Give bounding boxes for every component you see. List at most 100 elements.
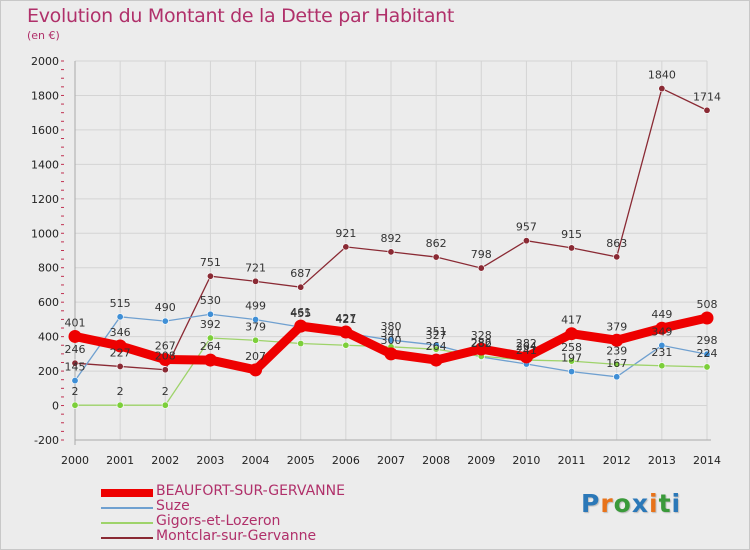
data-point — [568, 244, 576, 252]
data-label: 449 — [651, 308, 672, 321]
data-label: 515 — [110, 297, 131, 310]
data-label: 392 — [200, 318, 221, 331]
data-label: 1840 — [648, 69, 676, 82]
data-point — [71, 401, 79, 409]
y-tick-label: 1600 — [31, 124, 59, 137]
data-label: 351 — [426, 325, 447, 338]
data-point — [477, 264, 485, 272]
data-point — [68, 329, 82, 343]
x-tick-label: 2002 — [151, 454, 179, 467]
data-point — [158, 353, 172, 367]
data-label: 208 — [155, 350, 176, 363]
data-label: 455 — [290, 307, 311, 320]
data-point — [703, 363, 711, 371]
data-label: 2 — [162, 385, 169, 398]
grid — [74, 60, 708, 441]
data-point — [658, 85, 666, 93]
data-point — [339, 325, 353, 339]
legend-item-gigors: Gigors-et-Lozeron — [101, 513, 421, 530]
legend-swatch-suze — [101, 507, 153, 509]
x-tick-label: 2011 — [558, 454, 586, 467]
data-point — [252, 336, 260, 344]
data-point — [658, 362, 666, 370]
legend-label-beaufort: BEAUFORT-SUR-GERVANNE — [156, 483, 345, 499]
x-tick-label: 2004 — [242, 454, 270, 467]
data-point — [252, 316, 260, 324]
x-tick-label: 2003 — [196, 454, 224, 467]
data-label: 167 — [606, 357, 627, 370]
data-label: 264 — [426, 340, 447, 353]
x-tick-label: 2013 — [648, 454, 676, 467]
data-point — [703, 350, 711, 358]
data-label: 798 — [471, 248, 492, 261]
data-label: 328 — [471, 329, 492, 342]
chart-subtitle: (en €) — [27, 29, 60, 42]
data-point — [610, 333, 624, 347]
data-point — [161, 317, 169, 325]
y-tick-label: 600 — [38, 296, 59, 309]
series-group — [68, 85, 714, 409]
data-label: 2 — [72, 385, 79, 398]
data-label: 862 — [426, 237, 447, 250]
data-point — [474, 342, 488, 356]
legend-label-gigors: Gigors-et-Lozeron — [156, 513, 281, 529]
data-point — [297, 283, 305, 291]
data-point — [565, 327, 579, 341]
data-label: 349 — [651, 325, 672, 338]
data-point — [161, 401, 169, 409]
data-label: 508 — [697, 298, 718, 311]
data-point — [432, 253, 440, 261]
data-point — [387, 248, 395, 256]
legend-label-montclar: Montclar-sur-Gervanne — [156, 528, 317, 544]
data-point — [613, 360, 621, 368]
data-point — [703, 106, 711, 114]
data-point — [342, 341, 350, 349]
data-point — [568, 357, 576, 365]
data-point — [116, 401, 124, 409]
series-montclar-sur-gervanne — [71, 85, 711, 374]
data-label: 341 — [381, 327, 402, 340]
legend-label-suze: Suze — [156, 498, 190, 514]
data-point — [113, 339, 127, 353]
y-tick-label: 1000 — [31, 227, 59, 240]
data-label: 1714 — [693, 90, 721, 103]
data-point — [294, 319, 308, 333]
data-point — [387, 336, 395, 344]
x-tick-label: 2009 — [467, 454, 495, 467]
data-label: 721 — [245, 261, 266, 274]
data-label: 282 — [471, 337, 492, 350]
proxiti-logo: Proxiti — [581, 489, 682, 518]
data-label: 145 — [65, 361, 86, 374]
data-point — [203, 353, 217, 367]
data-point — [116, 313, 124, 321]
x-tick-label: 2006 — [332, 454, 360, 467]
x-tick-label: 2008 — [422, 454, 450, 467]
data-label: 863 — [606, 237, 627, 250]
data-point — [206, 334, 214, 342]
legend-item-montclar: Montclar-sur-Gervanne — [101, 528, 421, 545]
data-point — [700, 311, 714, 325]
data-point — [568, 368, 576, 376]
data-label: 239 — [606, 344, 627, 357]
data-point — [342, 243, 350, 251]
data-label: 227 — [110, 346, 131, 359]
data-point — [71, 377, 79, 385]
data-label: 267 — [155, 340, 176, 353]
x-tick-label: 2012 — [603, 454, 631, 467]
y-tick-label: 0 — [52, 400, 59, 413]
data-label: 417 — [561, 314, 582, 327]
legend-swatch-beaufort — [101, 489, 153, 497]
data-point — [613, 373, 621, 381]
legend-swatch-gigors — [101, 522, 153, 524]
data-point — [384, 347, 398, 361]
data-label: 751 — [200, 256, 221, 269]
data-label: 300 — [381, 334, 402, 347]
x-tick-label: 2000 — [61, 454, 89, 467]
data-label: 380 — [381, 320, 402, 333]
data-point — [432, 345, 440, 353]
data-label: 892 — [381, 232, 402, 245]
data-label: 401 — [65, 316, 86, 329]
y-tick-label: 800 — [38, 262, 59, 275]
data-label: 921 — [335, 227, 356, 240]
